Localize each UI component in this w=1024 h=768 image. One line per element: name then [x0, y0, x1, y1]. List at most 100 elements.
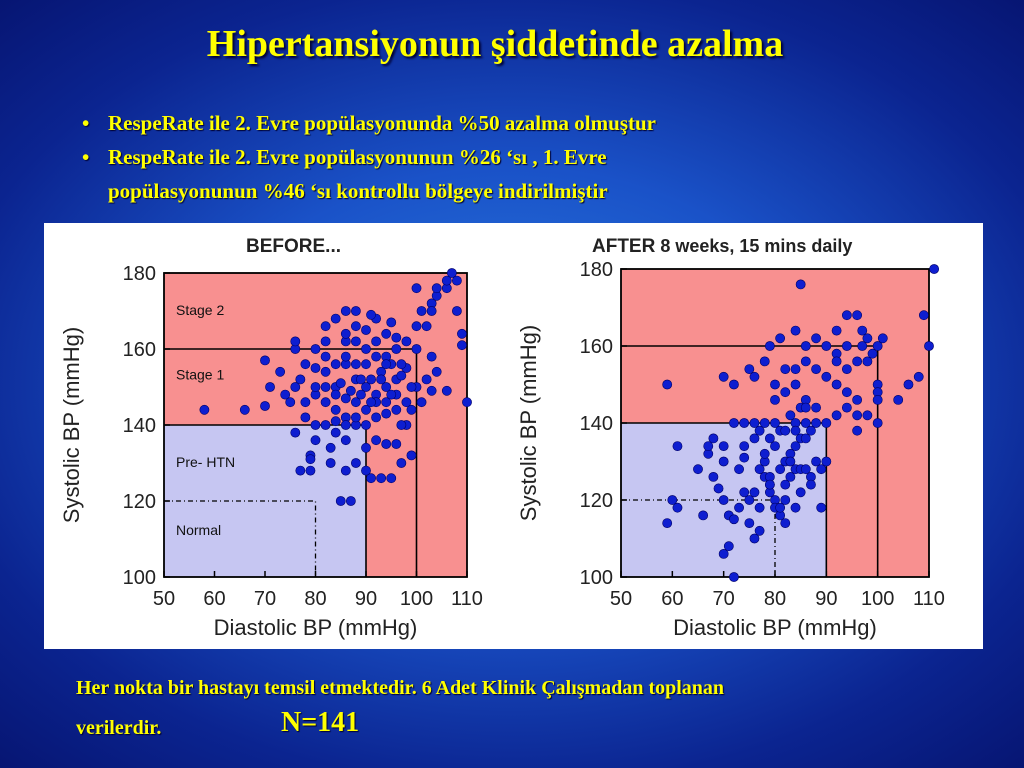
- data-point: [371, 336, 381, 347]
- data-point: [775, 502, 786, 513]
- data-point: [749, 433, 760, 444]
- data-point: [749, 533, 760, 544]
- data-point: [340, 328, 351, 339]
- data-point: [816, 464, 827, 475]
- data-point: [790, 364, 801, 374]
- data-point: [340, 351, 351, 362]
- data-point: [852, 410, 863, 421]
- data-point: [662, 518, 673, 528]
- data-point: [320, 366, 331, 377]
- x-axis-label: Diastolic BP (mmHg): [214, 615, 418, 640]
- chart-subtitle: 8 weeks, 15 mins daily: [655, 236, 852, 256]
- data-point: [376, 473, 387, 484]
- data-point: [320, 321, 331, 332]
- data-point: [320, 351, 331, 362]
- data-point: [770, 441, 780, 451]
- data-point: [356, 389, 366, 400]
- data-point: [350, 336, 361, 347]
- region-label: Stage 1: [176, 366, 224, 382]
- data-point: [785, 471, 796, 482]
- x-tick-label: 90: [355, 588, 377, 610]
- x-tick-label: 60: [203, 588, 225, 610]
- footnote-line-2: verilerdir.: [76, 717, 162, 739]
- data-point: [754, 502, 765, 513]
- data-point: [310, 420, 321, 430]
- data-point: [361, 359, 371, 370]
- region-label: Normal: [176, 522, 221, 538]
- data-point: [780, 387, 791, 398]
- data-point: [361, 465, 371, 476]
- data-point: [872, 341, 883, 351]
- x-tick-label: 50: [153, 588, 175, 610]
- data-point: [877, 333, 888, 344]
- data-point: [764, 433, 775, 444]
- x-tick-label: 100: [400, 588, 433, 610]
- data-point: [361, 404, 371, 415]
- y-tick-label: 160: [123, 339, 156, 361]
- data-point: [340, 465, 351, 476]
- data-point: [795, 279, 806, 290]
- data-point: [366, 374, 376, 385]
- data-point: [800, 433, 811, 444]
- data-point: [356, 374, 366, 385]
- data-point: [325, 442, 336, 453]
- data-point: [811, 364, 821, 374]
- data-point: [672, 441, 683, 451]
- data-point: [411, 321, 422, 332]
- data-point: [451, 306, 462, 316]
- data-point: [754, 425, 765, 436]
- data-point: [396, 420, 407, 430]
- data-point: [350, 359, 361, 370]
- data-point: [800, 341, 811, 351]
- data-point: [698, 510, 709, 521]
- data-point: [800, 464, 811, 475]
- data-point: [416, 397, 427, 408]
- data-point: [371, 351, 381, 362]
- data-point: [770, 394, 780, 405]
- data-point: [310, 435, 321, 446]
- data-point: [739, 418, 750, 428]
- y-tick-label: 180: [123, 263, 156, 285]
- data-point: [744, 518, 755, 528]
- data-point: [800, 356, 811, 367]
- data-point: [330, 359, 341, 370]
- data-point: [831, 410, 842, 421]
- data-point: [441, 385, 452, 396]
- data-point: [744, 495, 755, 505]
- data-point: [780, 518, 791, 528]
- data-point: [381, 439, 392, 449]
- data-point: [852, 425, 863, 436]
- data-point: [295, 374, 306, 385]
- data-point: [381, 359, 392, 370]
- data-point: [290, 427, 301, 438]
- data-point: [411, 283, 422, 294]
- data-point: [708, 471, 719, 482]
- data-point: [401, 336, 412, 347]
- data-point: [381, 397, 392, 408]
- data-point: [386, 473, 397, 484]
- data-point: [457, 328, 467, 339]
- data-point: [795, 487, 806, 498]
- data-point: [718, 548, 729, 559]
- data-point: [800, 402, 811, 413]
- data-point: [330, 416, 341, 427]
- data-point: [320, 382, 331, 392]
- data-point: [300, 359, 311, 370]
- region-label: Stage 2: [176, 302, 224, 318]
- x-tick-label: 100: [861, 588, 894, 610]
- data-point: [729, 379, 739, 390]
- data-point: [260, 401, 270, 411]
- chart-svg: Stage 2 Stage 1 Pre- HTN Normal 50 60 70 80 90 10…: [59, 236, 945, 640]
- data-point: [310, 382, 321, 392]
- chart-title: BEFORE...: [246, 236, 341, 257]
- data-point: [300, 412, 311, 423]
- data-point: [754, 464, 765, 475]
- data-point: [811, 456, 821, 467]
- x-tick-label: 50: [610, 588, 632, 610]
- data-point: [330, 313, 341, 324]
- data-point: [396, 458, 407, 468]
- data-point: [406, 450, 417, 461]
- y-axis-label: Systolic BP (mmHg): [516, 325, 541, 521]
- y-tick-label: 160: [580, 336, 613, 358]
- bullet-dot: •: [82, 111, 90, 135]
